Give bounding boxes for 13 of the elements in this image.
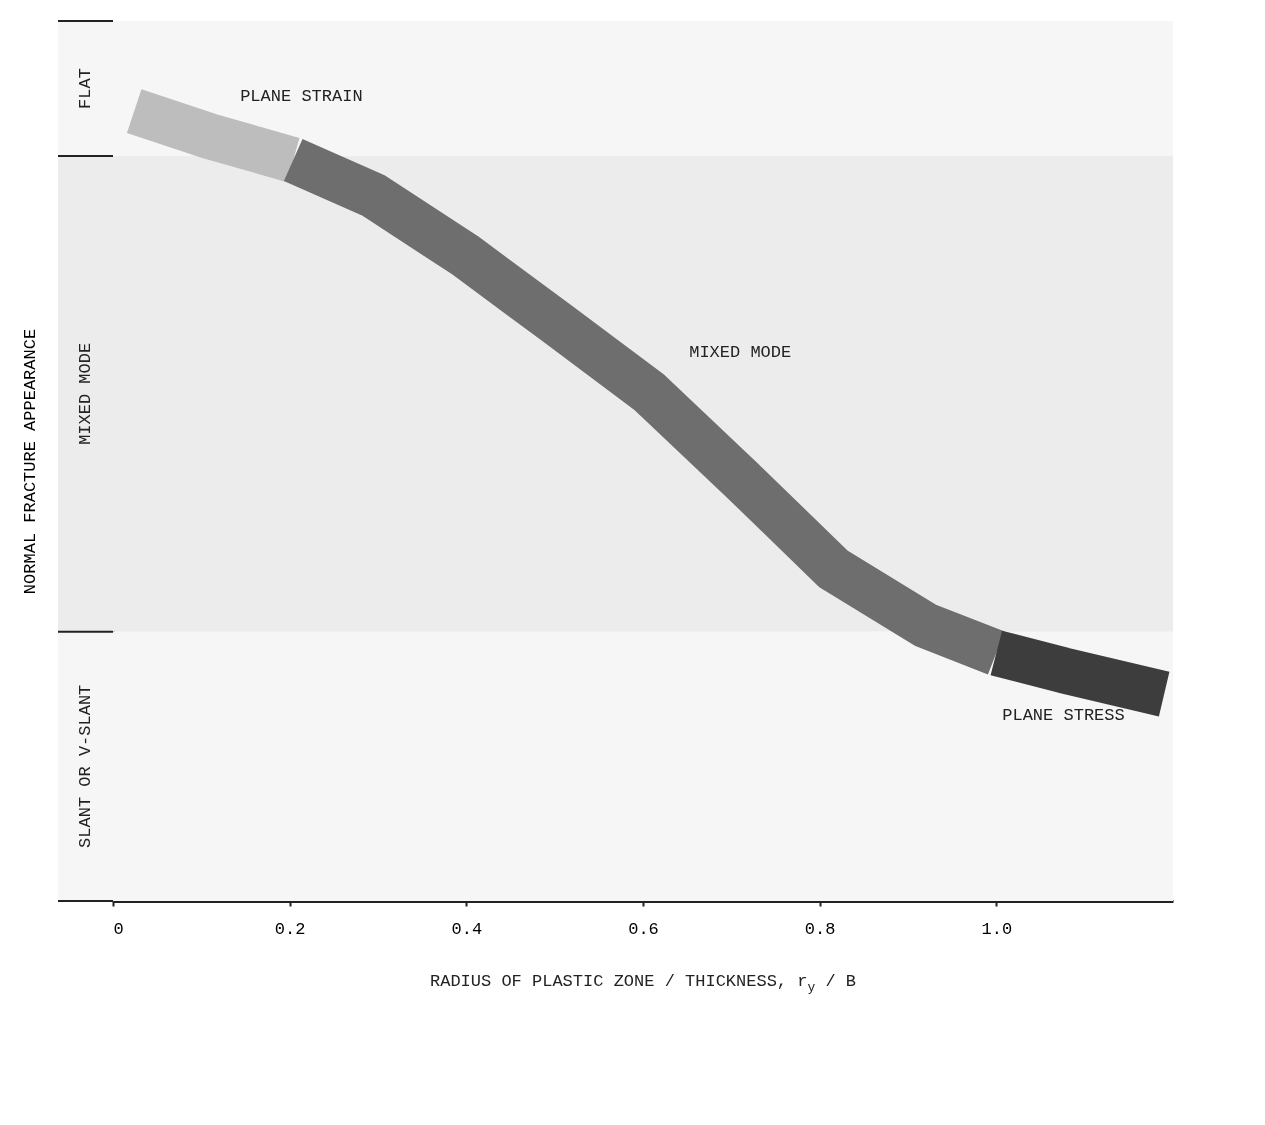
text: PLANE STRAIN [240,87,363,107]
band-label: MIXED MODE [76,342,95,445]
band-label: SLANT OR V-SLANT [76,684,95,848]
series-label: PLANE STRESS [1002,706,1125,726]
x-tick-label: 0.8 [804,919,836,939]
band-label: FLAT [76,68,95,109]
text: MIXED MODE [689,343,792,363]
x-tick-label: 0.4 [451,919,483,939]
x-tick-label: 1.0 [981,919,1013,939]
y-axis-title: NORMAL FRACTURE APPEARANCE [20,328,40,595]
x-tick-label: 0.2 [274,919,306,939]
x-tick-label: 0.6 [628,919,659,939]
x-tick-label: 0 [113,919,124,939]
